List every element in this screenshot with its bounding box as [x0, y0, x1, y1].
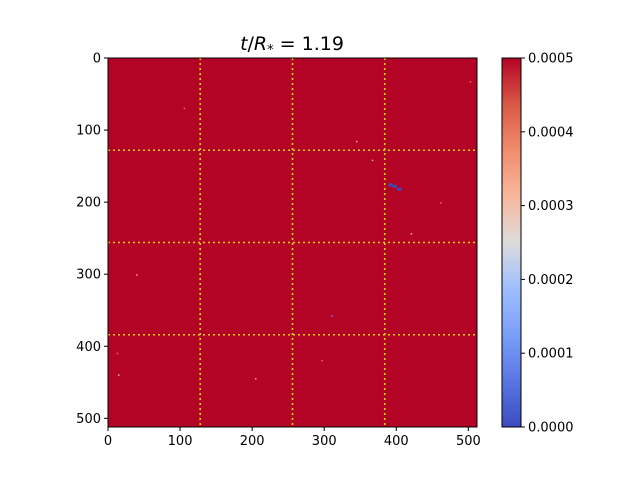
y-tick-label: 400 [76, 340, 101, 355]
y-tick-label: 200 [76, 196, 101, 211]
heatmap-plot-area [108, 58, 477, 427]
y-tick-label: 500 [76, 412, 101, 427]
colorbar: 0.0000 0.0001 0.0002 0.0003 0.0004 0.0005 [501, 52, 574, 436]
x-tick-label: 100 [168, 434, 193, 449]
title-sym: R [254, 33, 267, 55]
chart-title: t/R* = 1.19 [240, 33, 344, 58]
heatmap-cell [392, 184, 398, 188]
title-var: t [240, 33, 249, 55]
colorbar-ticks: 0.0000 0.0001 0.0002 0.0003 0.0004 0.0005 [521, 52, 574, 436]
x-tick-label: 300 [312, 434, 337, 449]
title-sub: * [267, 43, 274, 58]
heatmap-cell [410, 233, 413, 235]
title-rest: = 1.19 [274, 33, 344, 55]
x-tick-label: 400 [384, 434, 409, 449]
heatmap-cell [388, 183, 393, 187]
colorbar-frame [501, 57, 522, 428]
x-axis: 0 100 200 300 400 500 [104, 427, 481, 449]
x-tick-label: 0 [104, 434, 112, 449]
grid-lines [108, 58, 477, 427]
heatmap-cell [371, 159, 374, 162]
y-axis: 0 100 200 300 400 500 [76, 52, 108, 427]
heatmap-cell [321, 359, 323, 362]
colorbar-tick-label: 0.0005 [528, 52, 574, 67]
heatmap-cell [331, 315, 333, 317]
title-sep: / [248, 33, 255, 55]
heatmap-cell [255, 377, 257, 380]
heatmap-cell [440, 202, 442, 204]
colorbar-tick-label: 0.0003 [528, 199, 574, 214]
y-tick-label: 100 [76, 124, 101, 139]
colorbar-tick-label: 0.0004 [528, 125, 574, 140]
y-tick-label: 300 [76, 268, 101, 283]
heatmap-cell [116, 352, 119, 355]
heatmap-cell [355, 140, 358, 143]
heatmap-cell [118, 374, 120, 376]
y-tick-label: 0 [93, 52, 101, 67]
x-tick-label: 500 [456, 434, 481, 449]
colorbar-tick-label: 0.0000 [528, 421, 574, 436]
colorbar-tick-label: 0.0002 [528, 273, 574, 288]
colorbar-tick-label: 0.0001 [528, 347, 574, 362]
colorbar-gradient [502, 58, 521, 427]
heatmap-cell [136, 274, 138, 276]
heatmap-cell [397, 187, 402, 191]
x-tick-label: 200 [240, 434, 265, 449]
heatmap-cell [469, 81, 472, 83]
plot-frame [107, 57, 478, 428]
heatmap-cell [183, 107, 186, 110]
